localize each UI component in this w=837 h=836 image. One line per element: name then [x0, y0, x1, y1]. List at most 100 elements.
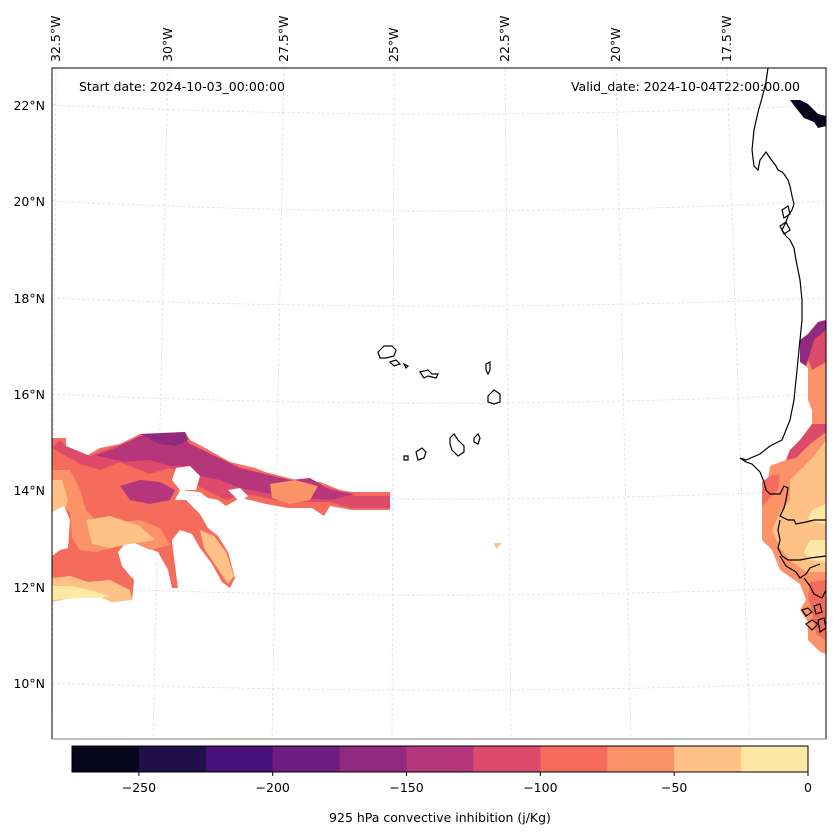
- cin-contour-fill: [52, 432, 390, 602]
- longitude-tick-label: 17.5°W: [719, 16, 734, 62]
- cin-contour-fill: [494, 543, 502, 549]
- parallel-gridline: [52, 104, 826, 115]
- colorbar-bin: [205, 746, 274, 772]
- island-fogo: [415, 447, 427, 461]
- latitude-labels: 22°N 20°N 18°N 16°N 14°N 12°N 10°N: [13, 98, 45, 691]
- island-brava: [403, 455, 409, 461]
- cin-contour-fill: [790, 100, 826, 128]
- island-sal: [485, 361, 491, 376]
- colorbar-bin: [473, 746, 541, 772]
- latitude-tick-label: 20°N: [13, 194, 45, 209]
- coastlines: [377, 68, 826, 634]
- longitude-tick-label: 32.5°W: [48, 16, 63, 62]
- cin-contour-fill: [270, 480, 318, 504]
- meridian-gridline: [271, 68, 285, 739]
- colorbar-bin: [72, 746, 140, 772]
- colorbar-bin: [674, 746, 742, 772]
- parallel-gridline: [52, 297, 826, 307]
- colorbar-frame: [71, 745, 809, 773]
- meridian-gridline: [391, 68, 395, 739]
- colorbar-bin: [138, 746, 207, 772]
- colorbar: −250 −200 −150 −100 −50 0: [71, 745, 812, 795]
- cin-contour-fill: [52, 586, 110, 600]
- colorbar-bin: [272, 746, 341, 772]
- cin-white-hole: [172, 536, 186, 588]
- island-santa-luzia: [402, 362, 410, 370]
- meridian-gridline: [52, 68, 57, 739]
- cin-white-hole: [118, 546, 156, 578]
- colorbar-tick-label: −250: [122, 780, 156, 795]
- latitude-tick-label: 10°N: [13, 676, 45, 691]
- island-outline: [813, 603, 823, 615]
- parallel-gridline: [52, 682, 826, 691]
- colorbar-tick-label: 0: [804, 780, 812, 795]
- parallel-gridline: [52, 393, 826, 404]
- cin-contour-fill: [800, 320, 826, 366]
- latitude-tick-label: 16°N: [13, 387, 45, 402]
- longitude-tick-label: 20°W: [608, 27, 623, 62]
- colorbar-bin: [741, 746, 809, 772]
- island-maio: [473, 432, 481, 445]
- colorbar-bin: [406, 746, 474, 772]
- cin-field-west: [52, 432, 502, 602]
- colorbar-tick-label: −200: [256, 780, 290, 795]
- africa-coastline: [777, 519, 826, 561]
- cin-contour-fill: [808, 330, 826, 370]
- island-sao-vicente: [388, 359, 402, 367]
- longitude-tick-label: 30°W: [160, 27, 175, 62]
- island-boa-vista: [487, 389, 501, 405]
- cin-white-hole: [52, 506, 70, 556]
- cin-white-hole: [228, 488, 248, 502]
- island-outline: [805, 619, 819, 631]
- cin-contour-fill: [808, 504, 826, 524]
- island-outline: [781, 205, 791, 219]
- africa-coastline: [803, 577, 826, 599]
- cin-contour-fill: [86, 516, 155, 548]
- island-outline: [817, 617, 826, 634]
- valid-date-label: Valid_date: 2024-10-04T22:00:00.00: [571, 79, 800, 94]
- meridian-gridline: [152, 68, 169, 739]
- map-background: [52, 68, 826, 739]
- colorbar-tick-label: −50: [661, 780, 687, 795]
- longitude-tick-label: 25°W: [386, 27, 401, 62]
- cin-contour-fill: [140, 432, 188, 446]
- parallel-gridline: [52, 586, 826, 596]
- cin-contour-fill: [808, 580, 826, 640]
- meridian-gridline: [615, 68, 632, 739]
- colorbar-bin: [607, 746, 675, 772]
- latitude-tick-label: 12°N: [13, 580, 45, 595]
- meridian-gridline: [504, 68, 512, 739]
- latitude-tick-label: 14°N: [13, 483, 45, 498]
- cin-field-east: [762, 100, 826, 654]
- meridian-gridline: [726, 68, 751, 739]
- start-date-label: Start date: 2024-10-03_00:00:00: [79, 79, 285, 94]
- map-area[interactable]: [52, 68, 826, 739]
- island-santo-antao: [377, 345, 397, 359]
- cin-contour-fill: [772, 440, 826, 572]
- colorbar-tick-label: −100: [523, 780, 557, 795]
- colorbar-label: 925 hPa convective inhibition (j/Kg): [329, 810, 551, 825]
- colorbar-tick-label: −150: [389, 780, 423, 795]
- island-outline: [801, 607, 813, 617]
- colorbar-bin: [540, 746, 608, 772]
- island-sao-nicolau: [419, 369, 439, 379]
- cin-contour-fill: [52, 480, 68, 514]
- latitude-tick-label: 18°N: [13, 291, 45, 306]
- longitude-labels: 32.5°W 30°W 27.5°W 25°W 22.5°W 20°W 17.5°W: [48, 16, 734, 62]
- cin-contour-fill: [786, 424, 826, 460]
- cin-contour-fill: [200, 530, 234, 584]
- longitude-tick-label: 27.5°W: [276, 16, 291, 62]
- colorbar-bin: [339, 746, 408, 772]
- cin-contour-fill: [762, 474, 780, 506]
- africa-coastline: [779, 555, 821, 579]
- gridlines: [52, 68, 826, 739]
- parallel-gridline: [52, 200, 826, 212]
- cin-contour-fill: [120, 480, 175, 504]
- island-santiago: [449, 433, 465, 457]
- africa-coastline: [739, 68, 826, 525]
- cin-white-hole: [172, 466, 200, 490]
- latitude-tick-label: 22°N: [13, 98, 45, 113]
- island-outline: [779, 221, 791, 235]
- longitude-tick-label: 22.5°W: [497, 16, 512, 62]
